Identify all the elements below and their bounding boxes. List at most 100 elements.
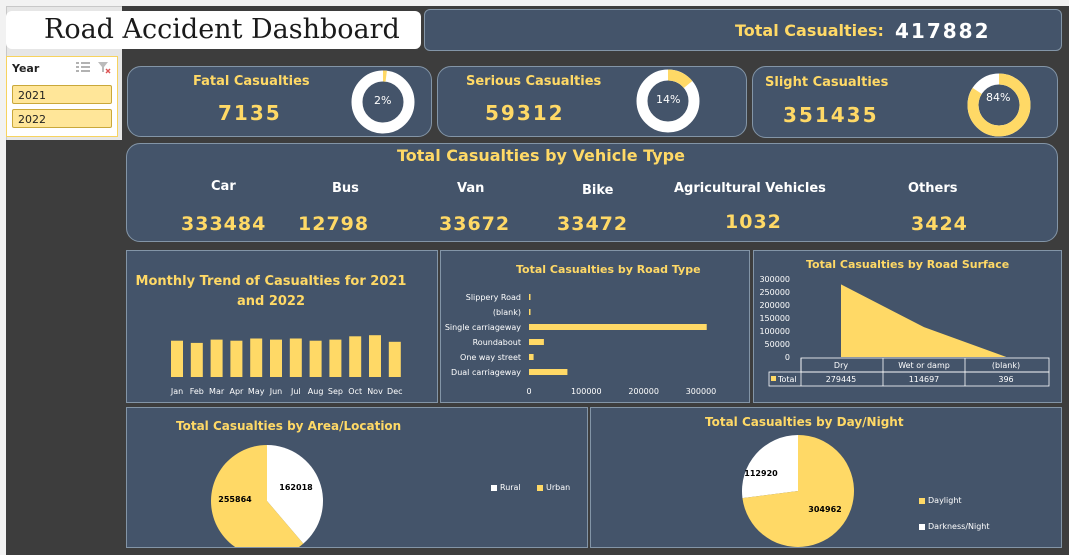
dashboard-background-left	[6, 140, 126, 555]
monthly-bar-aug	[309, 340, 322, 377]
road-type-label-dual-carriageway: Dual carriageway	[451, 368, 521, 377]
slight-value: 351435	[783, 103, 879, 127]
road-type-bar-single-carriageway	[529, 324, 707, 330]
legend-rural-label: Rural	[500, 483, 521, 492]
road-type-tick-0: 0	[526, 387, 531, 396]
legend-rural-swatch	[491, 484, 497, 491]
slicer-item-2021[interactable]: 2021	[12, 85, 112, 104]
slight-pct: 84%	[986, 91, 1011, 104]
legend-urban: Urban	[537, 483, 570, 492]
road-type-panel: Total Casualties by Road Type Slippery R…	[440, 250, 750, 403]
slight-casualties-card: Slight Casualties 351435 84%	[752, 66, 1058, 138]
total-casualties-value: 417882	[895, 19, 991, 43]
legend-night: Darkness/Night	[919, 522, 990, 531]
road-type-bar-slippery-road	[529, 294, 531, 300]
monthly-tick-jun: Jun	[269, 387, 283, 396]
monthly-tick-may: May	[248, 387, 265, 396]
road-type-tick-300000: 300000	[686, 387, 717, 396]
slight-donut-fill	[967, 73, 1031, 137]
fatal-donut-fill	[351, 70, 415, 134]
year-slicer[interactable]: Year 2021 2022	[6, 56, 118, 137]
surface-table-row	[768, 371, 1050, 387]
monthly-tick-jul: Jul	[290, 387, 301, 396]
day-night-label-day: 304962	[808, 505, 841, 514]
monthly-tick-oct: Oct	[348, 387, 362, 396]
surface-tick-150000: 150000	[759, 314, 790, 323]
surface-tick-250000: 250000	[759, 288, 790, 297]
monthly-tick-dec: Dec	[387, 387, 402, 396]
road-type-bar-dual-carriageway	[529, 369, 568, 375]
monthly-bar-jul	[289, 338, 302, 377]
slight-donut	[967, 73, 1031, 137]
monthly-bar-mar	[210, 339, 223, 377]
monthly-bar-jun	[270, 339, 282, 377]
surface-value-wet-or-damp: 114697	[909, 375, 940, 384]
serious-label: Serious Casualties	[466, 74, 602, 89]
road-type-label-single-carriageway: Single carriageway	[445, 323, 521, 332]
monthly-bar-feb	[190, 342, 203, 377]
road-type-tick-100000: 100000	[571, 387, 602, 396]
legend-urban-swatch	[537, 484, 543, 491]
road-surface-chart: 300000 250000 200000 150000 100000 50000 0 Dry 2…	[759, 275, 1050, 387]
vehicle-label-bike: Bike	[582, 183, 614, 198]
surface-category-blank: (blank)	[992, 361, 1020, 370]
vehicle-label-bus: Bus	[332, 181, 359, 196]
monthly-tick-jan: Jan	[170, 387, 183, 396]
vehicle-value-van: 33672	[439, 213, 511, 235]
serious-donut	[636, 69, 700, 133]
day-night-slice-daylight	[742, 435, 854, 547]
monthly-bar-sep	[329, 339, 342, 377]
surface-tick-200000: 200000	[759, 301, 790, 310]
surface-category-dry: Dry	[834, 361, 848, 370]
monthly-tick-sep: Sep	[328, 387, 343, 396]
surface-value-blank: 396	[998, 375, 1013, 384]
legend-night-label: Darkness/Night	[928, 522, 990, 531]
road-surface-chart-title: Total Casualties by Road Surface	[806, 258, 1010, 271]
monthly-chart-title: Monthly Trend of Casualties for 2021 and…	[135, 274, 407, 309]
surface-tick-50000: 50000	[765, 340, 790, 349]
total-casualties-label: Total Casualties:	[735, 21, 884, 40]
area-slice-rural	[267, 445, 323, 544]
legend-daylight-swatch	[919, 497, 925, 504]
monthly-trend-panel: Monthly Trend of Casualties for 2021 and…	[126, 250, 438, 403]
monthly-tick-mar: Mar	[209, 387, 225, 396]
legend-daylight-label: Daylight	[928, 496, 962, 505]
fatal-donut	[351, 70, 415, 134]
multi-select-icon[interactable]	[75, 61, 91, 73]
vehicle-value-others: 3424	[911, 213, 968, 235]
vehicle-label-car: Car	[211, 179, 236, 194]
legend-night-swatch	[919, 523, 925, 530]
vehicle-value-agricultural: 1032	[725, 211, 782, 233]
surface-category-wet-or-damp: Wet or damp	[898, 361, 950, 370]
road-type-bar-roundabout	[529, 339, 544, 345]
clear-filter-icon[interactable]	[97, 61, 111, 74]
road-type-label-one-way-street: One way street	[460, 353, 521, 362]
area-label-urban: 255864	[218, 495, 252, 504]
road-type-bar-blank	[529, 309, 531, 315]
fatal-casualties-card: Fatal Casualties 7135 2%	[127, 66, 432, 137]
vehicle-label-agricultural: Agricultural Vehicles	[674, 181, 826, 196]
road-type-bar-one-way-street	[529, 354, 534, 360]
slicer-item-2022[interactable]: 2022	[12, 109, 112, 128]
slight-label: Slight Casualties	[765, 75, 889, 90]
surface-tick-100000: 100000	[759, 327, 790, 336]
monthly-chart: Jan Feb Mar Apr May Jun Jul Aug Sep Oct Nov Dec	[170, 335, 403, 396]
road-type-chart-title: Total Casualties by Road Type	[516, 263, 701, 276]
legend-daylight: Daylight	[919, 496, 962, 505]
road-surface-panel: Total Casualties by Road Surface 300000 2…	[753, 250, 1062, 403]
monthly-bar-nov	[369, 335, 381, 377]
monthly-bar-oct	[349, 336, 362, 377]
legend-rural: Rural	[491, 483, 521, 492]
monthly-tick-nov: Nov	[367, 387, 383, 396]
monthly-bar-dec	[388, 341, 401, 377]
vehicle-label-others: Others	[908, 181, 958, 196]
monthly-bar-may	[250, 338, 263, 377]
road-type-label-blank: (blank)	[493, 308, 521, 317]
day-night-label-night: 112920	[744, 469, 778, 478]
vehicle-label-van: Van	[457, 181, 485, 196]
road-type-label-roundabout: Roundabout	[473, 338, 521, 347]
fatal-label: Fatal Casualties	[193, 74, 310, 89]
serious-value: 59312	[485, 101, 565, 125]
day-night-slice-darkness-night	[742, 435, 798, 499]
day-night-panel: Total Casualties by Day/Night 112920 3049…	[590, 407, 1062, 548]
